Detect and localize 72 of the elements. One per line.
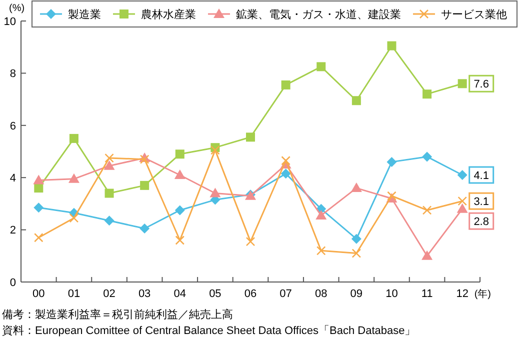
point bbox=[246, 132, 255, 142]
point bbox=[174, 169, 186, 179]
x-tick-label: 10 bbox=[386, 288, 398, 300]
point bbox=[281, 80, 290, 90]
x-tick-label: 11 bbox=[421, 288, 433, 300]
point bbox=[210, 146, 220, 155]
text: 備考：製造業利益率＝税引前純利益／純売上高 bbox=[2, 308, 233, 321]
y-tick-label: 4 bbox=[10, 172, 16, 184]
point bbox=[351, 234, 362, 244]
point bbox=[280, 168, 291, 179]
y-axis-title: (%) bbox=[9, 3, 25, 14]
point bbox=[175, 150, 184, 159]
point bbox=[352, 248, 362, 258]
y-tick-label: 10 bbox=[4, 16, 16, 28]
point bbox=[34, 232, 44, 242]
point bbox=[422, 250, 433, 260]
point bbox=[422, 152, 432, 162]
x-tick-label: 05 bbox=[209, 288, 222, 300]
point bbox=[386, 156, 397, 167]
point bbox=[422, 90, 432, 99]
x-tick-label: 07 bbox=[280, 288, 292, 300]
point bbox=[69, 134, 78, 143]
data-label: 7.6 bbox=[474, 78, 489, 90]
data-label: 2.8 bbox=[474, 216, 489, 228]
legend-label: 鉱業、電気・ガス・水道、建設業 bbox=[236, 8, 401, 21]
point bbox=[458, 79, 467, 88]
point bbox=[458, 196, 467, 206]
x-axis-title: (年) bbox=[474, 288, 492, 300]
y-tick-label: 0 bbox=[10, 276, 16, 289]
x-tick-label: 02 bbox=[103, 288, 116, 300]
point bbox=[316, 246, 326, 256]
point bbox=[104, 188, 114, 198]
x-tick-label: 03 bbox=[138, 288, 151, 300]
y-tick-label: 2 bbox=[10, 224, 16, 237]
point bbox=[104, 216, 114, 226]
point bbox=[104, 153, 114, 163]
point bbox=[68, 173, 80, 183]
text: 資料：European Comittee of Central Balance Sheet Data Offices「Bach Database」 bbox=[2, 324, 416, 337]
point bbox=[316, 210, 327, 220]
point bbox=[387, 41, 396, 50]
x-tick-label: 01 bbox=[68, 288, 80, 300]
point bbox=[246, 236, 256, 246]
point bbox=[316, 62, 326, 72]
point bbox=[34, 202, 44, 213]
legend-label: 製造業 bbox=[68, 8, 101, 21]
point bbox=[281, 156, 290, 166]
y-tick-label: 6 bbox=[10, 120, 16, 132]
point bbox=[350, 182, 362, 192]
legend-label: 農林水産業 bbox=[141, 8, 196, 21]
x-tick-label: 04 bbox=[174, 288, 186, 300]
data-label: 3.1 bbox=[474, 196, 489, 208]
point bbox=[422, 206, 432, 215]
x-tick-label: 09 bbox=[350, 288, 363, 300]
x-tick-label: 06 bbox=[244, 288, 257, 300]
point bbox=[140, 180, 150, 190]
point bbox=[175, 236, 185, 245]
x-tick-label: 12 bbox=[456, 288, 468, 300]
point bbox=[34, 184, 44, 193]
point bbox=[174, 205, 185, 216]
point bbox=[210, 188, 221, 198]
point bbox=[456, 203, 468, 213]
legend-label: サービス業他 bbox=[441, 8, 507, 21]
point bbox=[352, 96, 361, 106]
data-label: 4.1 bbox=[474, 170, 489, 182]
point bbox=[457, 170, 468, 180]
point bbox=[33, 174, 44, 184]
point bbox=[104, 160, 115, 170]
x-tick-label: 08 bbox=[314, 288, 328, 300]
x-tick-label: 00 bbox=[32, 288, 45, 300]
point bbox=[69, 213, 79, 223]
point bbox=[140, 223, 150, 234]
y-tick-label: 8 bbox=[10, 68, 16, 80]
